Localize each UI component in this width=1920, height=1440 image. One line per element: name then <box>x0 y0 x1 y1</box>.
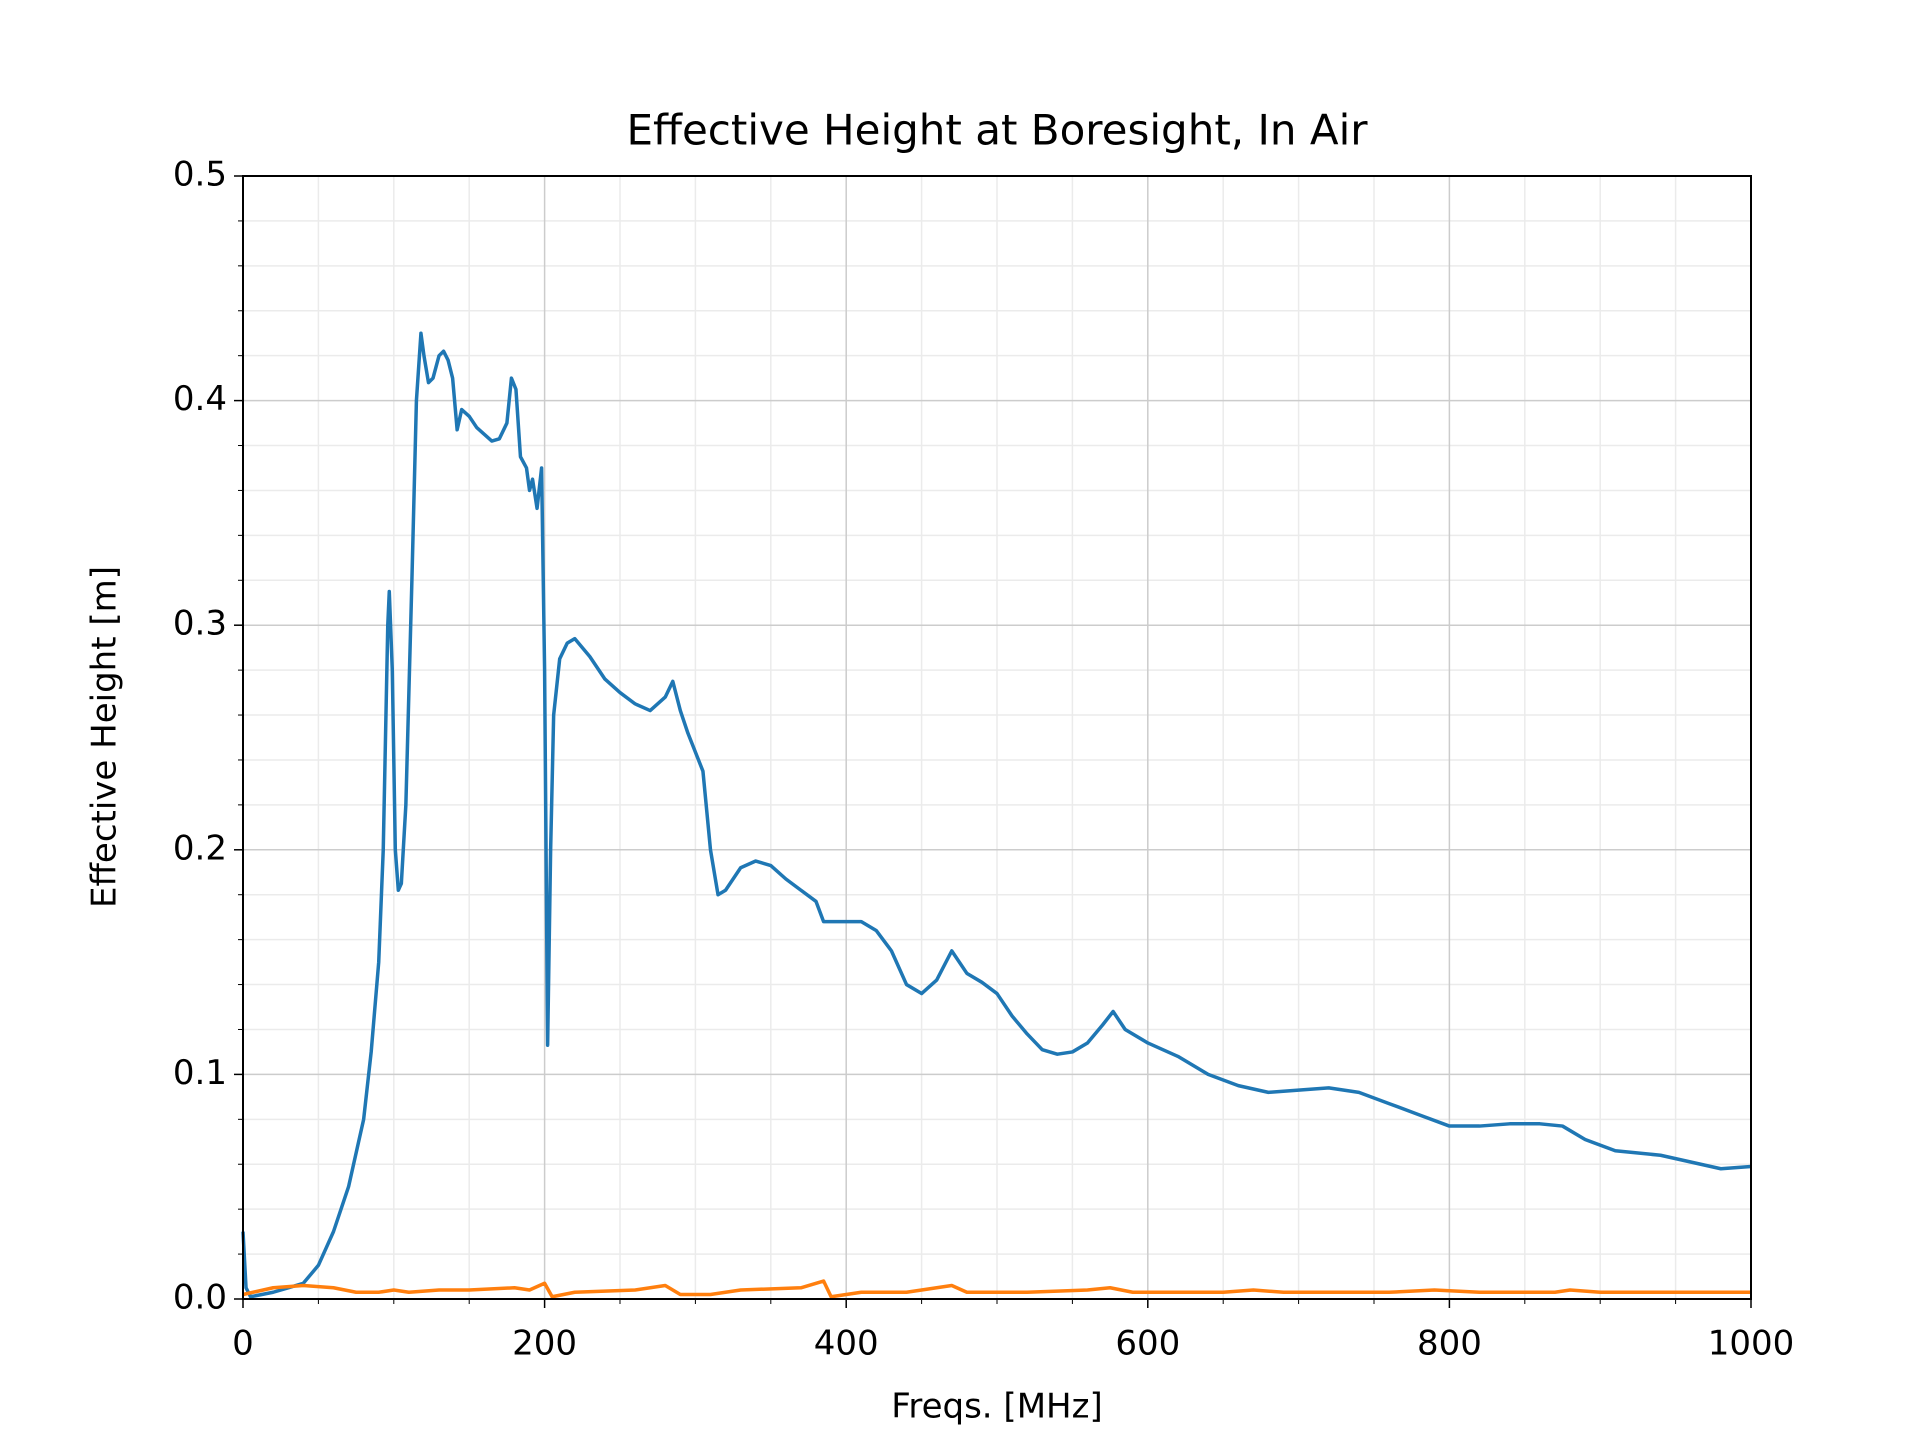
y-tick-label: 0.3 <box>173 604 227 644</box>
y-tick-label: 0.1 <box>173 1053 227 1093</box>
x-tick-label: 800 <box>1417 1324 1482 1364</box>
x-axis-label: Freqs. [MHz] <box>891 1387 1102 1427</box>
y-tick-label: 0.2 <box>173 828 227 868</box>
x-tick-label: 400 <box>814 1324 879 1364</box>
y-axis-label: Effective Height [m] <box>85 566 125 908</box>
x-tick-label: 0 <box>232 1324 254 1364</box>
y-tick-label: 0.5 <box>173 155 227 195</box>
series-line <box>242 1279 1751 1299</box>
x-tick-label: 200 <box>512 1324 577 1364</box>
x-tick-label: 600 <box>1115 1324 1180 1364</box>
y-tick-label: 0.0 <box>173 1278 227 1318</box>
chart-title: Effective Height at Boresight, In Air <box>626 106 1368 155</box>
series-line <box>241 331 1752 1299</box>
plot-frame <box>242 175 1752 1300</box>
y-tick-label: 0.4 <box>173 379 227 419</box>
x-tick-label: 1000 <box>1708 1324 1795 1364</box>
